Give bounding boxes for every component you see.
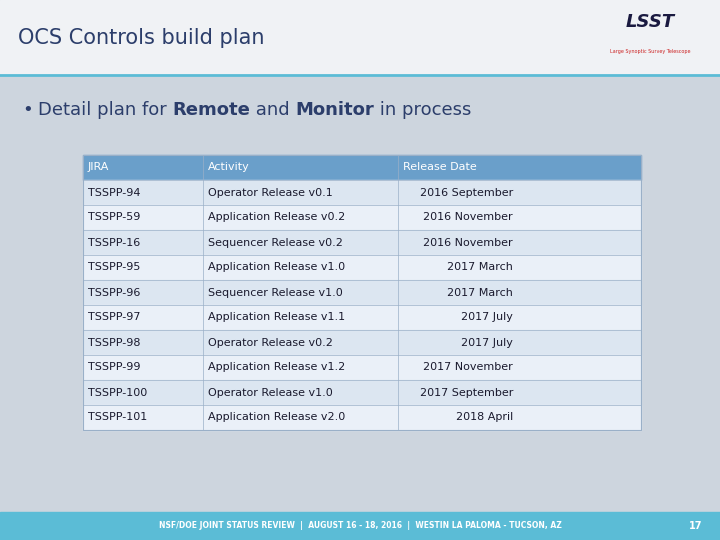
- Bar: [83, 155, 641, 430]
- Text: Application Release v0.2: Application Release v0.2: [208, 213, 345, 222]
- Text: in process: in process: [374, 101, 472, 119]
- Text: Sequencer Release v0.2: Sequencer Release v0.2: [208, 238, 343, 247]
- Bar: [83, 255, 641, 280]
- Bar: [83, 330, 641, 355]
- Text: OCS Controls build plan: OCS Controls build plan: [18, 28, 264, 48]
- Text: NSF/DOE JOINT STATUS REVIEW  |  AUGUST 16 - 18, 2016  |  WESTIN LA PALOMA - TUCS: NSF/DOE JOINT STATUS REVIEW | AUGUST 16 …: [158, 522, 562, 530]
- Bar: [83, 355, 641, 380]
- Text: 2017 July: 2017 July: [462, 338, 513, 348]
- Text: Operator Release v0.1: Operator Release v0.1: [208, 187, 333, 198]
- Text: Application Release v1.0: Application Release v1.0: [208, 262, 345, 273]
- Text: Operator Release v0.2: Operator Release v0.2: [208, 338, 333, 348]
- Text: •: •: [22, 101, 32, 119]
- Text: TSSPP-95: TSSPP-95: [88, 262, 140, 273]
- Text: TSSPP-98: TSSPP-98: [88, 338, 140, 348]
- Bar: [83, 230, 641, 255]
- Text: 2016 November: 2016 November: [423, 238, 513, 247]
- Text: 2017 July: 2017 July: [462, 313, 513, 322]
- Text: 2017 November: 2017 November: [423, 362, 513, 373]
- Bar: [83, 280, 641, 305]
- Text: TSSPP-16: TSSPP-16: [88, 238, 140, 247]
- Text: Large Synoptic Survey Telescope: Large Synoptic Survey Telescope: [610, 49, 690, 54]
- Text: TSSPP-97: TSSPP-97: [88, 313, 140, 322]
- Text: 2016 November: 2016 November: [423, 213, 513, 222]
- Bar: [83, 405, 641, 430]
- Text: TSSPP-101: TSSPP-101: [88, 413, 147, 422]
- Bar: [83, 205, 641, 230]
- Bar: [83, 380, 641, 405]
- Text: 17: 17: [688, 521, 702, 531]
- Text: 2018 April: 2018 April: [456, 413, 513, 422]
- Text: Activity: Activity: [208, 163, 250, 172]
- Text: Application Release v1.1: Application Release v1.1: [208, 313, 345, 322]
- Text: 2016 September: 2016 September: [420, 187, 513, 198]
- Text: TSSPP-99: TSSPP-99: [88, 362, 140, 373]
- Text: Sequencer Release v1.0: Sequencer Release v1.0: [208, 287, 343, 298]
- Text: Detail plan for: Detail plan for: [38, 101, 173, 119]
- Text: LSST: LSST: [625, 12, 675, 31]
- Bar: [83, 155, 641, 180]
- Text: TSSPP-100: TSSPP-100: [88, 388, 147, 397]
- Text: Monitor: Monitor: [296, 101, 374, 119]
- Text: Release Date: Release Date: [403, 163, 477, 172]
- Text: Remote: Remote: [173, 101, 251, 119]
- Text: Application Release v2.0: Application Release v2.0: [208, 413, 345, 422]
- Text: Operator Release v1.0: Operator Release v1.0: [208, 388, 333, 397]
- Bar: [83, 180, 641, 205]
- Text: Application Release v1.2: Application Release v1.2: [208, 362, 345, 373]
- Text: JIRA: JIRA: [88, 163, 109, 172]
- Text: 2017 March: 2017 March: [447, 262, 513, 273]
- Text: and: and: [251, 101, 296, 119]
- Text: TSSPP-96: TSSPP-96: [88, 287, 140, 298]
- Text: 2017 March: 2017 March: [447, 287, 513, 298]
- Text: TSSPP-94: TSSPP-94: [88, 187, 140, 198]
- Bar: [83, 305, 641, 330]
- Bar: [0, 0, 720, 75]
- Text: TSSPP-59: TSSPP-59: [88, 213, 140, 222]
- Bar: [0, 512, 720, 540]
- Text: 2017 September: 2017 September: [420, 388, 513, 397]
